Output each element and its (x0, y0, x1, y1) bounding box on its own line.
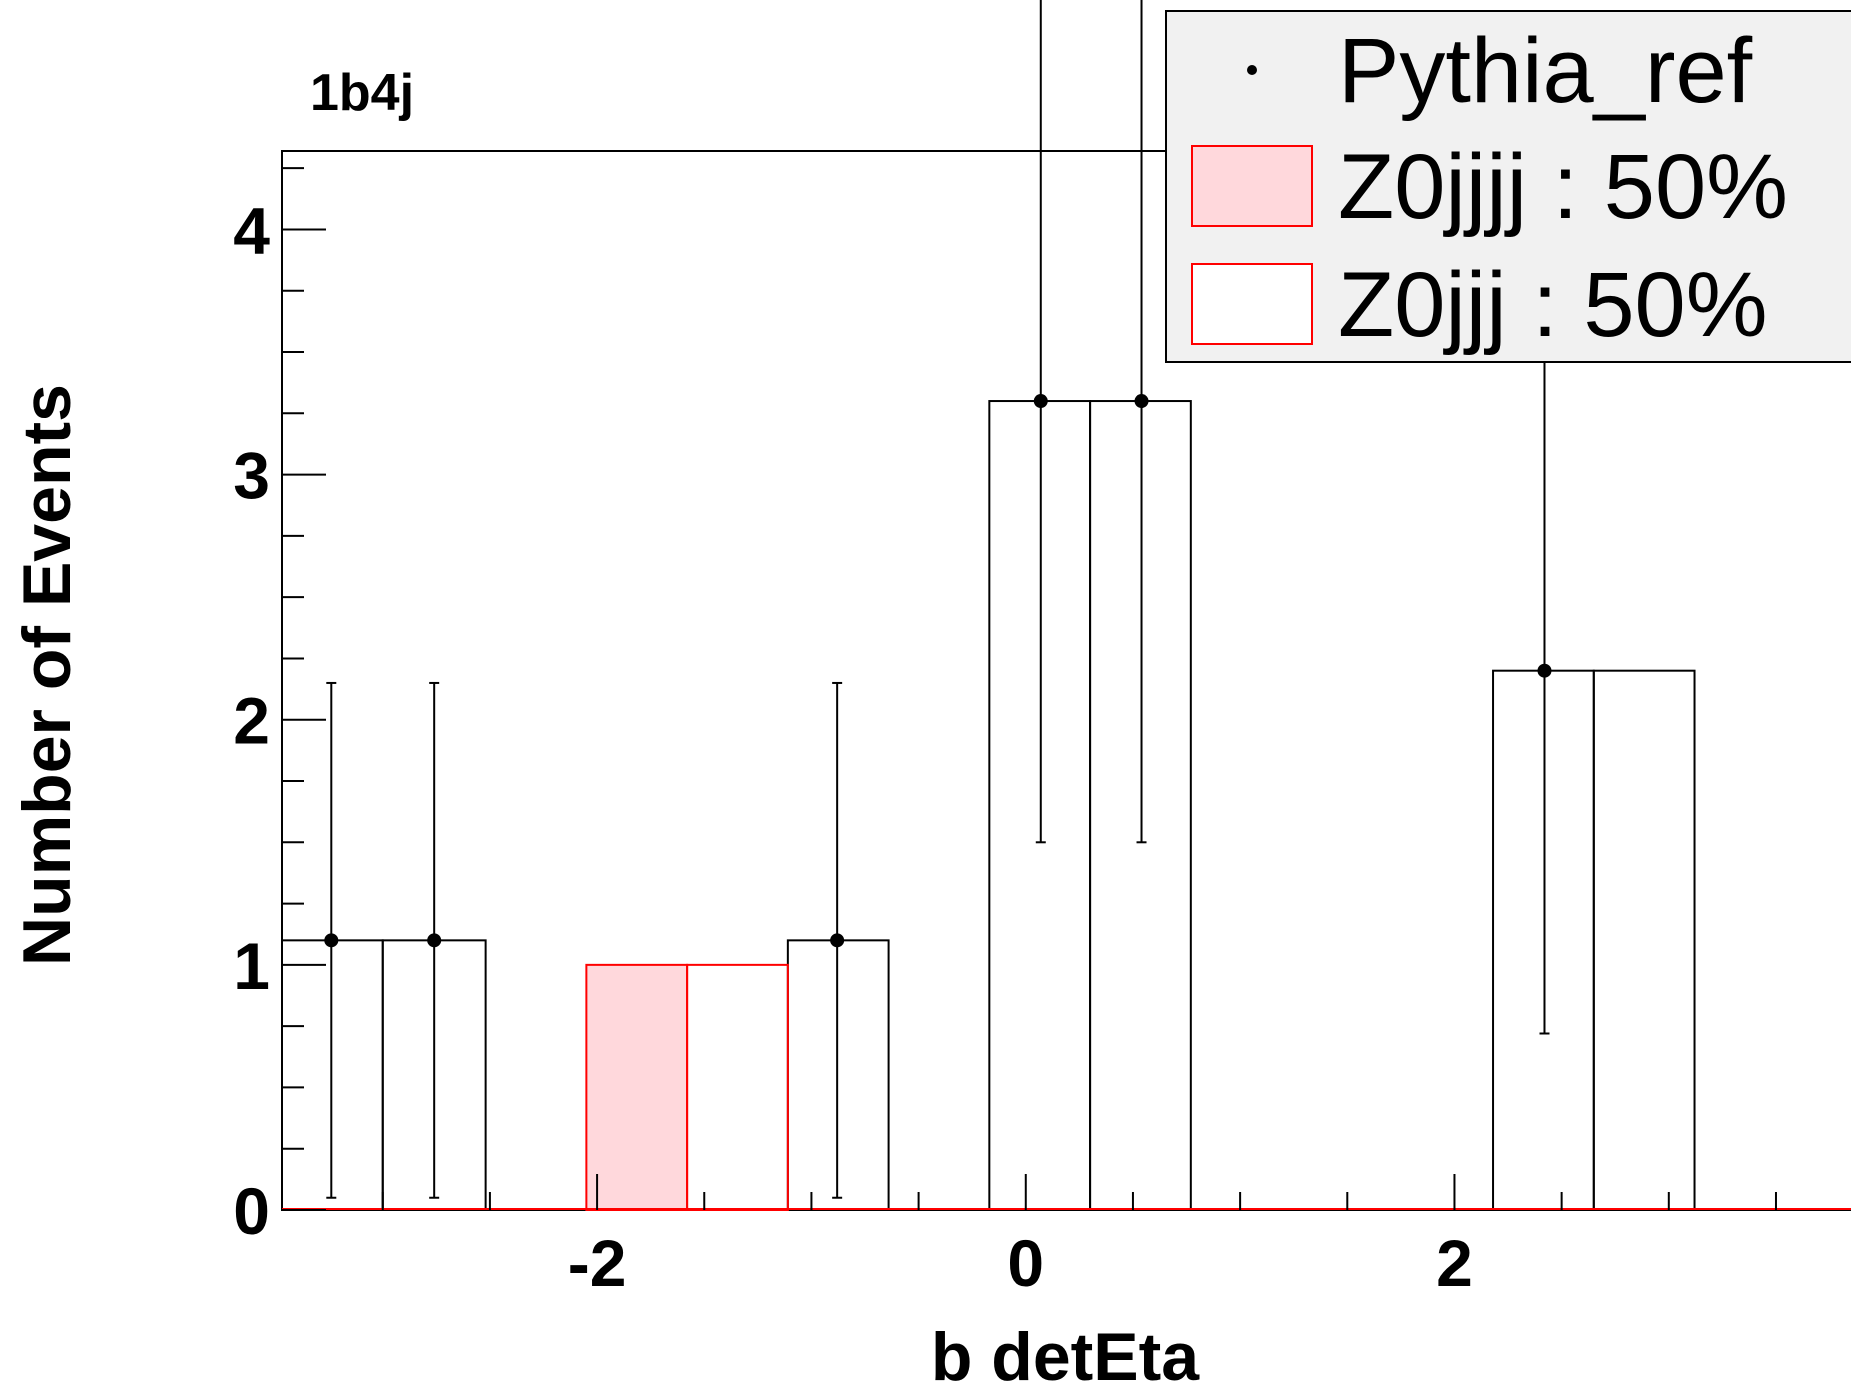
histogram-bin (988, 400, 1092, 1211)
legend-entry-label: Pythia_ref (1338, 20, 1753, 122)
y-tick-label: 2 (233, 684, 270, 758)
legend-entry-label: Z0jjj : 50% (1338, 254, 1768, 356)
y-tick-label: 1 (233, 929, 270, 1003)
data-point (427, 933, 442, 948)
legend-swatch-outline (1191, 263, 1313, 345)
histogram-bin (786, 939, 890, 1211)
legend-entry-label: Z0jjjj : 50% (1338, 136, 1788, 238)
y-tick-label: 4 (233, 193, 270, 267)
histogram-bin (281, 939, 384, 1211)
z0jjjj-bar (585, 963, 689, 1211)
x-tick-label: 2 (1436, 1226, 1473, 1300)
x-tick-label: 0 (1007, 1226, 1044, 1300)
histogram-bin (1592, 669, 1696, 1211)
y-tick-label: 0 (233, 1174, 270, 1248)
legend-marker-points (1247, 65, 1257, 75)
z0jjj-bar (686, 963, 789, 1211)
plot-area: 0 1 2 3 4 -2 0 2 (233, 0, 1851, 1300)
y-tick-label: 3 (233, 439, 270, 513)
histogram-bin (1089, 400, 1192, 1211)
data-point (324, 933, 339, 948)
x-tick-label: -2 (568, 1226, 627, 1300)
data-point (830, 933, 845, 948)
x-axis-label: b detEta (931, 1319, 1200, 1390)
legend-swatch-filled (1191, 145, 1313, 227)
data-point (1033, 394, 1048, 409)
chart-title: 1b4j (310, 64, 414, 122)
y-axis-label: Number of Events (9, 384, 85, 966)
data-point (1134, 394, 1149, 409)
data-point (1537, 663, 1552, 678)
histogram-bin (1492, 669, 1595, 1211)
legend: Pythia_ref Z0jjjj : 50% Z0jjj : 50% (1165, 10, 1851, 363)
